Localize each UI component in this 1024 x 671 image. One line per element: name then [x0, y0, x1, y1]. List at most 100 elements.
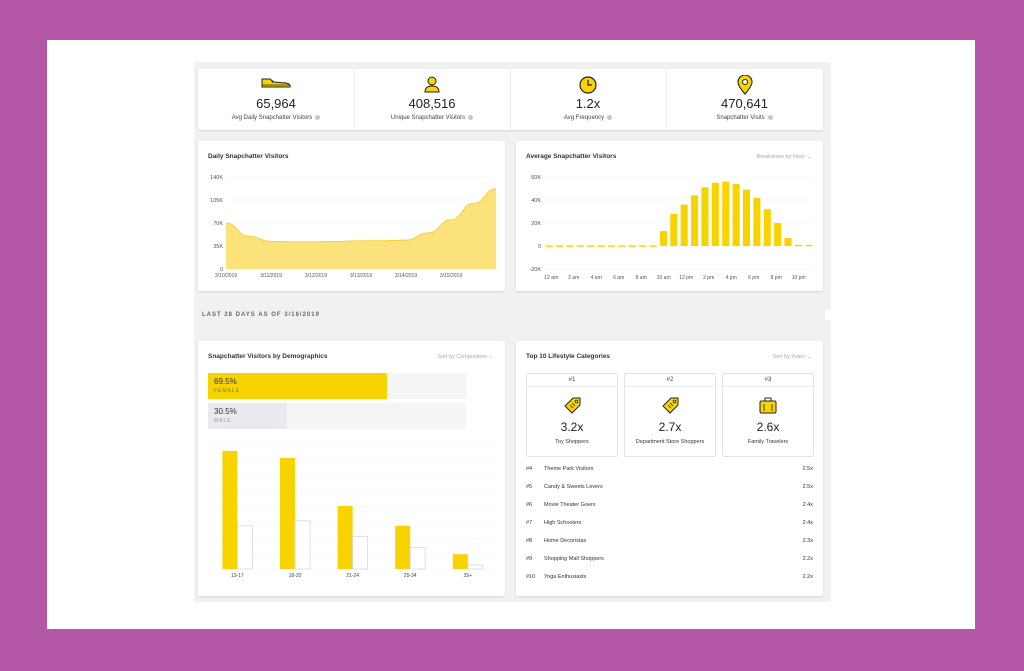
bar	[774, 223, 782, 246]
bar	[618, 245, 626, 247]
info-icon[interactable]	[468, 115, 474, 120]
card-title: Top 10 Lifestyle Categories	[526, 353, 611, 360]
list-item[interactable]: #8 Home Decoristas 2.3x	[526, 538, 813, 544]
female-label: FEMALE	[214, 388, 241, 394]
female-bar	[280, 457, 295, 569]
area-fill	[226, 188, 496, 269]
bar	[680, 204, 688, 246]
bar	[722, 181, 730, 246]
male-label: MALE	[214, 418, 232, 424]
female-bar	[452, 554, 468, 569]
bar	[784, 237, 792, 246]
bar	[587, 245, 595, 247]
x-tick-label: 3/13/2019	[350, 273, 372, 279]
list-item[interactable]: #6 Movie Theater Goers 2.4x	[526, 502, 813, 508]
list-item[interactable]: #10 Yoga Enthusiasts 2.2x	[526, 574, 813, 580]
list-item[interactable]: #9 Shopping Mall Shoppers 2.2x	[526, 556, 813, 562]
y-tick-label: 35K	[213, 244, 223, 250]
rank-label: #2	[625, 374, 715, 387]
kpi-label: Avg Frequency	[510, 115, 666, 121]
male-bar	[409, 546, 426, 570]
bar	[753, 197, 761, 246]
dashboard: 65,964 Avg Daily Snapchatter Visitors 40…	[194, 62, 831, 602]
female-bar-fill	[208, 373, 388, 399]
bar	[597, 245, 605, 247]
y-tick-label: 40K	[531, 198, 541, 204]
bar	[649, 245, 657, 247]
y-tick-label: 0	[220, 267, 223, 273]
x-tick-label: 12 pm	[679, 275, 693, 281]
x-tick-label: 25-34	[404, 573, 417, 579]
lifestyle-card: Top 10 Lifestyle Categories Sort by Inde…	[516, 341, 823, 596]
x-tick-label: 12 am	[544, 275, 558, 281]
y-tick-label: 140K	[210, 175, 223, 181]
bar	[805, 244, 813, 247]
y-tick-label: 20K	[531, 221, 541, 227]
x-tick-label: 3/15/2019	[440, 273, 462, 279]
kpi-avg-frequency: 1.2x Avg Frequency	[510, 69, 667, 130]
list-item[interactable]: #5 Candy & Sweets Lovers 2.5x	[526, 484, 813, 490]
rank-label: #3	[723, 374, 813, 387]
x-tick-label: 3/11/2019	[260, 273, 282, 279]
bar	[628, 245, 636, 247]
x-tick-label: 3/12/2019	[305, 273, 327, 279]
category-name: Department Store Shoppers	[635, 439, 705, 445]
top-category-1[interactable]: #1 3.2x Toy Shoppers	[526, 373, 618, 457]
info-icon[interactable]	[315, 115, 321, 120]
top-category-3[interactable]: #3 2.6x Family Travelers	[722, 373, 814, 457]
kpi-label: Avg Daily Snapchatter Visitors	[198, 115, 354, 121]
kpi-unique-visitors: 408,516 Unique Snapchatter Visitors	[354, 69, 511, 130]
bar	[763, 209, 771, 246]
bar	[576, 245, 584, 247]
top-category-2[interactable]: #2 2.7x Department Store Shoppers	[624, 373, 716, 457]
x-tick-label: 4 am	[591, 275, 602, 281]
female-bar-track: 69.5% FEMALE	[208, 373, 466, 399]
sort-dropdown[interactable]: Sort by Composition ⌄	[437, 354, 493, 360]
shoe-icon	[261, 78, 291, 88]
female-bar	[337, 506, 353, 569]
card-title: Daily Snapchatter Visitors	[208, 153, 289, 160]
daily-visitors-chart: 0 35K 70K 105K 140K 3/10/2019 3/11/2019 3/12/20…	[210, 175, 497, 279]
hourly-visitors-card: Average Snapchatter Visitors Breakdown b…	[516, 141, 823, 291]
kpi-value: 470,641	[721, 96, 768, 111]
bar	[639, 245, 647, 247]
list-item[interactable]: #4 Theme Park Visitors 2.5x	[526, 466, 813, 472]
male-percent: 30.5%	[214, 407, 237, 416]
x-tick-label: 3/10/2019	[215, 273, 237, 279]
y-tick-label: 105K	[210, 198, 223, 204]
info-icon[interactable]	[767, 115, 773, 120]
male-bar-track: 30.5% MALE	[208, 403, 466, 429]
bar	[794, 244, 802, 247]
location-pin-icon	[736, 75, 753, 95]
y-tick-label: 60K	[531, 175, 541, 181]
x-tick-label: 4 pm	[726, 275, 737, 281]
info-icon[interactable]	[607, 115, 613, 120]
tag-icon	[564, 397, 581, 414]
hourly-visitors-chart: -20K 0 20K 40K 60K 12 am 2 am 4 am 6 am 8 am 10 am…	[529, 175, 814, 281]
card-title: Average Snapchatter Visitors	[526, 153, 617, 160]
section-label: LAST 28 DAYS AS OF 3/16/2019	[202, 312, 320, 318]
sort-dropdown[interactable]: Sort by Index ⌄	[772, 354, 811, 360]
category-name: Toy Shoppers	[555, 439, 589, 445]
luggage-icon	[759, 397, 777, 414]
bar	[670, 213, 678, 246]
chevron-down-icon: ⌄	[488, 354, 493, 360]
bar	[742, 189, 751, 246]
area-line	[225, 188, 497, 243]
y-tick-label: 0	[538, 244, 541, 250]
kpi-value: 65,964	[256, 96, 296, 111]
x-tick-label: 8 pm	[771, 275, 782, 281]
list-item[interactable]: #7 High Schoolers 2.4x	[526, 520, 813, 526]
x-tick-label: 13-17	[231, 573, 244, 579]
clock-icon	[579, 76, 597, 94]
card-title: Snapchatter Visitors by Demographics	[208, 353, 328, 360]
kpi-label: Unique Snapchatter Visitors	[354, 115, 510, 121]
x-tick-label: 18-20	[289, 573, 302, 579]
x-tick-label: 2 am	[568, 275, 579, 281]
rank-label: #1	[527, 374, 617, 387]
bar	[711, 182, 719, 246]
x-tick-label: 6 pm	[748, 275, 759, 281]
breakdown-dropdown[interactable]: Breakdown by Hour ⌄	[756, 154, 811, 160]
bar	[732, 183, 740, 246]
kpi-value: 1.2x	[575, 96, 601, 111]
